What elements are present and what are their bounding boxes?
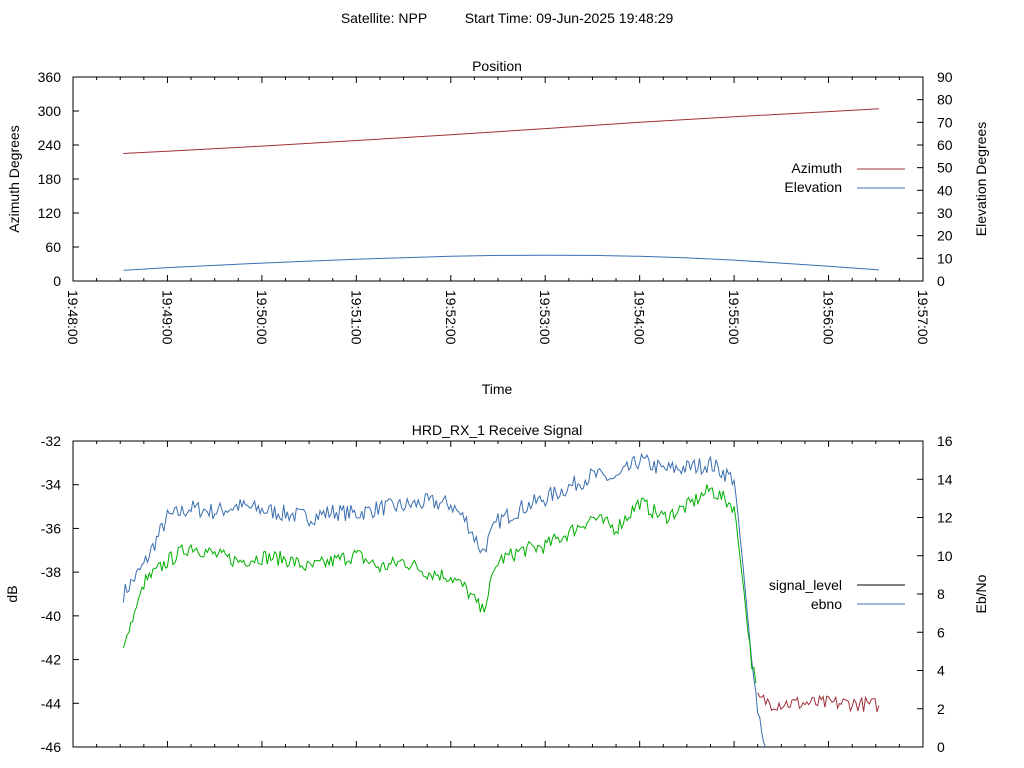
signal-series <box>122 452 880 748</box>
x-tick-label: 19:57:00 <box>915 290 931 345</box>
position-y-tick-label: 360 <box>38 69 62 85</box>
signal-chart-title: HRD_RX_1 Receive Signal <box>412 422 582 438</box>
elevation-line <box>123 254 879 271</box>
x-tick-label: 19:50:00 <box>254 290 270 345</box>
signal-y2-tick-label: 6 <box>937 624 945 640</box>
x-tick-label: 19:55:00 <box>726 290 742 345</box>
ebno-line <box>122 452 767 748</box>
signal-axis-ticks: -46 -44 -42 -40 -38 -36 -34 -32 0 2 4 6 8 10 12 14 16 <box>41 433 953 755</box>
position-y-tick-label: 180 <box>38 171 62 187</box>
signal-y-tick-label: -42 <box>41 652 61 668</box>
signal-y-tick-label: -34 <box>41 477 61 493</box>
legend-azimuth-label: Azimuth <box>791 160 842 176</box>
signal-y2-axis-label: Eb/No <box>973 574 989 613</box>
x-tick-label: 19:56:00 <box>821 290 837 345</box>
position-series <box>123 108 879 271</box>
x-tick-label: 19:49:00 <box>159 290 175 345</box>
position-y-axis-label: Azimuth Degrees <box>6 125 22 232</box>
position-y2-tick-label: 30 <box>937 205 953 221</box>
signal-y-tick-label: -40 <box>41 608 61 624</box>
position-y2-tick-label: 70 <box>937 114 953 130</box>
signal-y2-tick-label: 16 <box>937 433 953 449</box>
position-y-tick-label: 60 <box>45 239 61 255</box>
x-tick-label: 19:48:00 <box>65 290 81 345</box>
signal-level-line <box>122 484 757 684</box>
position-y2-tick-label: 40 <box>937 182 953 198</box>
signal-level-low-line <box>757 692 880 713</box>
position-axis-ticks: 19:48:00 19:49:00 19:50:00 19:51:00 19:52:00… <box>38 69 953 345</box>
position-x-axis-label: Time <box>482 381 513 397</box>
position-y2-tick-label: 80 <box>937 92 953 108</box>
position-y2-tick-label: 50 <box>937 160 953 176</box>
x-tick-label: 19:54:00 <box>632 290 648 345</box>
signal-y-tick-label: -36 <box>41 520 61 536</box>
position-legend: Azimuth Elevation <box>784 160 905 195</box>
x-tick-label: 19:53:00 <box>537 290 553 345</box>
position-y2-tick-label: 0 <box>937 273 945 289</box>
signal-y-tick-label: -32 <box>41 433 61 449</box>
signal-y2-tick-label: 4 <box>937 663 945 679</box>
position-y-tick-label: 0 <box>53 273 61 289</box>
legend-ebno-label: ebno <box>811 596 842 612</box>
satellite-label: Satellite: NPP <box>341 10 427 26</box>
signal-y2-tick-label: 10 <box>937 548 953 564</box>
position-y2-tick-label: 10 <box>937 250 953 266</box>
position-y2-tick-label: 90 <box>937 69 953 85</box>
signal-y2-tick-label: 8 <box>937 586 945 602</box>
signal-y-tick-label: -44 <box>41 695 61 711</box>
signal-y-tick-label: -46 <box>41 739 61 755</box>
position-y2-tick-label: 60 <box>937 137 953 153</box>
signal-y2-tick-label: 14 <box>937 471 953 487</box>
signal-y-axis-label: dB <box>4 585 20 602</box>
position-y-tick-label: 120 <box>38 205 62 221</box>
legend-signal-level-label: signal_level <box>769 577 842 593</box>
signal-legend: signal_level ebno <box>769 577 905 612</box>
signal-y2-tick-label: 12 <box>937 510 953 526</box>
signal-plot-frame <box>72 440 924 748</box>
start-time-label: Start Time: 09-Jun-2025 19:48:29 <box>465 10 674 26</box>
position-y-tick-label: 300 <box>38 103 62 119</box>
signal-y-tick-label: -38 <box>41 564 61 580</box>
signal-chart: HRD_RX_1 Receive Signal -46-44-42-40-38-… <box>4 422 989 755</box>
azimuth-line <box>123 108 879 154</box>
x-tick-label: 19:51:00 <box>348 290 364 345</box>
position-chart-title: Position <box>472 58 522 74</box>
position-y2-axis-label: Elevation Degrees <box>973 122 989 236</box>
signal-y2-tick-label: 0 <box>937 739 945 755</box>
signal-y2-tick-label: 2 <box>937 701 945 717</box>
position-y2-tick-label: 20 <box>937 228 953 244</box>
x-tick-label: 19:52:00 <box>443 290 459 345</box>
position-chart: Position 19:48:00 19:49:00 19:50:00 19:51:0… <box>6 58 989 397</box>
legend-elevation-label: Elevation <box>784 179 842 195</box>
position-y-tick-label: 240 <box>38 137 62 153</box>
